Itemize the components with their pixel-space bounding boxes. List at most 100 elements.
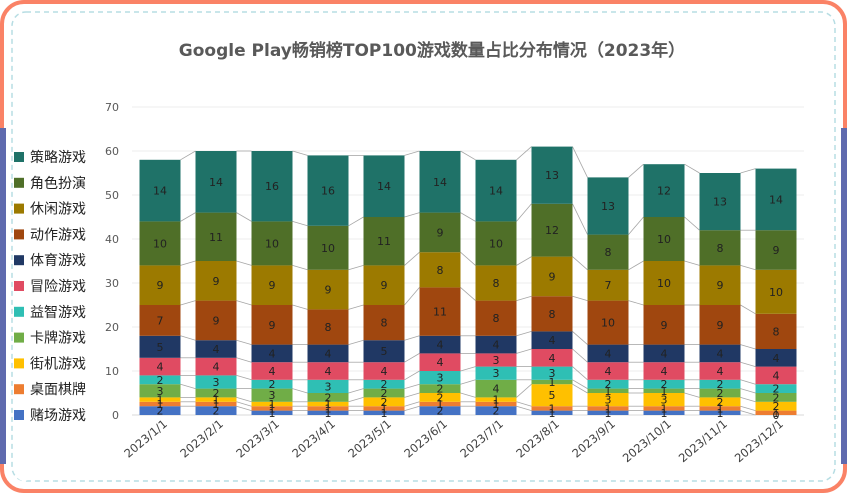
bar-value-label: 8	[437, 264, 444, 277]
bar-value-label: 8	[381, 317, 388, 330]
bar-value-label: 1	[213, 398, 220, 411]
series-connector-line	[180, 383, 196, 389]
bar-segment	[139, 406, 181, 415]
x-tick-label: 2023/12/1	[732, 417, 786, 466]
series-connector-line	[348, 339, 364, 345]
bar-value-label: 7	[605, 279, 612, 292]
bar-segment	[195, 340, 237, 358]
bar-segment	[755, 393, 797, 402]
bar-value-label: 4	[437, 356, 444, 369]
bar-value-label: 1	[773, 407, 780, 420]
bar-segment	[251, 151, 293, 222]
legend-label: 赌场游戏	[30, 408, 86, 424]
watermark: 大数跨境	[16, 465, 84, 481]
series-connector-line	[348, 304, 364, 310]
bar-value-label: 14	[769, 193, 783, 206]
series-connector-line	[516, 146, 532, 161]
y-tick-label: 10	[105, 365, 119, 378]
bar-value-label: 14	[433, 176, 447, 189]
bar-segment	[643, 410, 685, 415]
bar-value-label: 5	[381, 345, 388, 358]
bar-value-label: 4	[325, 347, 332, 360]
bar-segment	[251, 362, 293, 380]
series-connector-line	[628, 260, 644, 271]
bar-value-label: 2	[437, 383, 444, 396]
bar-segment	[643, 388, 685, 393]
bar-value-label: 2	[661, 378, 668, 391]
series-connector-line	[404, 392, 420, 398]
legend-swatch	[14, 229, 24, 240]
legend-swatch	[14, 384, 24, 395]
bar-segment	[587, 388, 629, 393]
series-connector-line	[516, 256, 532, 266]
legend-swatch	[14, 255, 24, 266]
bar-value-label: 9	[213, 275, 220, 288]
legend-item: 体育游戏	[14, 253, 86, 269]
series-connector-line	[460, 366, 476, 372]
series-connector-line	[740, 304, 756, 315]
series-connector-line	[236, 375, 252, 381]
bar-segment	[251, 305, 293, 345]
bar-value-label: 4	[213, 361, 220, 374]
bar-value-label: 1	[605, 407, 612, 420]
series-connector-line	[348, 388, 364, 394]
bar-value-label: 1	[493, 394, 500, 407]
bar-segment	[699, 305, 741, 345]
bar-value-label: 14	[377, 180, 391, 193]
bar-segment	[643, 217, 685, 261]
bar-segment	[531, 410, 573, 415]
legend-item: 街机游戏	[14, 356, 86, 372]
legend-item: 桌面棋牌	[14, 381, 86, 398]
series-connector-line	[348, 265, 364, 271]
x-tick-label: 2023/9/1	[569, 417, 618, 461]
bar-segment	[531, 256, 573, 297]
bar-value-label: 4	[269, 347, 276, 360]
bar-value-label: 2	[493, 405, 500, 418]
bar-value-label: 10	[489, 237, 503, 250]
series-connector-line	[516, 331, 532, 337]
bar-segment	[475, 300, 517, 336]
y-tick-label: 20	[105, 321, 119, 334]
bar-value-label: 8	[717, 242, 724, 255]
bar-value-label: 1	[549, 407, 556, 420]
legend-item: 策略游戏	[14, 149, 86, 166]
bar-segment	[307, 362, 349, 380]
series-connector-line	[460, 251, 476, 266]
bar-value-label: 1	[157, 398, 164, 411]
series-connector-line	[292, 221, 308, 227]
bar-value-label: 11	[377, 235, 391, 248]
bar-value-label: 4	[549, 352, 556, 365]
bar-value-label: 9	[549, 270, 556, 283]
series-connector-line	[180, 300, 196, 306]
bar-segment	[531, 384, 573, 407]
bar-segment	[755, 401, 797, 411]
bar-value-label: 9	[325, 284, 332, 297]
bar-segment	[755, 384, 797, 393]
bar-segment	[587, 410, 629, 415]
series-connector-line	[236, 405, 252, 411]
bar-value-label: 9	[717, 319, 724, 332]
bar-segment	[251, 265, 293, 305]
bar-value-label: 2	[717, 387, 724, 400]
bar-segment	[139, 401, 181, 407]
bar-value-label: 12	[657, 185, 671, 198]
series-connector-line	[516, 295, 532, 301]
bar-value-label: 1	[717, 402, 724, 415]
legend-item: 冒险游戏	[14, 279, 86, 295]
legend-swatch	[14, 152, 24, 162]
series-connector-line	[516, 401, 532, 407]
bar-segment	[195, 151, 237, 213]
bar-segment	[363, 265, 405, 305]
series-connector-line	[460, 379, 476, 385]
bar-segment	[419, 406, 461, 415]
bar-segment	[475, 221, 517, 266]
bar-value-label: 13	[713, 196, 727, 209]
bar-segment	[251, 401, 293, 407]
bar-value-label: 1	[269, 402, 276, 415]
bar-segment	[755, 410, 797, 415]
bar-value-label: 4	[269, 365, 276, 378]
bar-segment	[139, 221, 181, 266]
legend-item: 休闲游戏	[14, 202, 86, 218]
series-connector-line	[740, 379, 756, 385]
